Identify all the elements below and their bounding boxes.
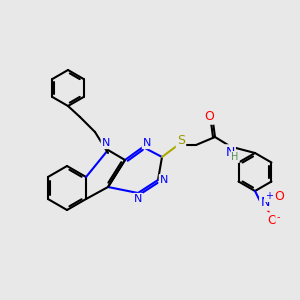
Text: N: N	[134, 194, 142, 204]
Text: O: O	[267, 214, 277, 226]
Text: N: N	[225, 146, 235, 158]
Text: +: +	[265, 191, 273, 201]
Text: O: O	[274, 190, 284, 203]
Text: N: N	[102, 138, 110, 148]
Text: N: N	[160, 175, 168, 185]
Text: -: -	[276, 212, 280, 222]
Text: N: N	[143, 138, 151, 148]
Text: S: S	[177, 134, 185, 148]
Text: O: O	[204, 110, 214, 124]
Text: H: H	[231, 152, 239, 162]
Text: N: N	[260, 196, 270, 209]
